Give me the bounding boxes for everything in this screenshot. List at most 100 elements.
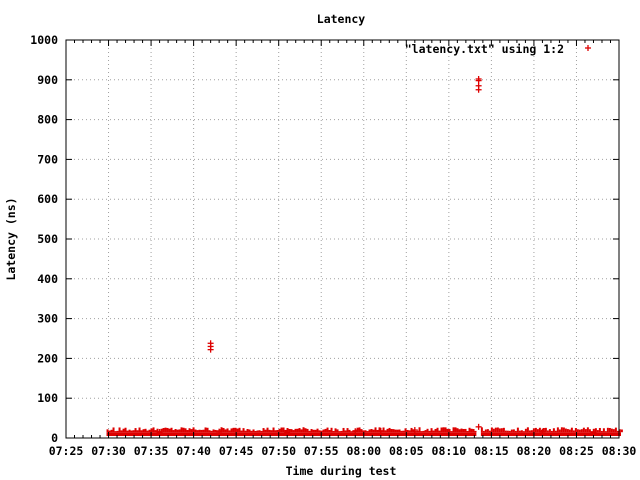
band-edge: [392, 429, 395, 433]
x-tick-label: 07:30: [91, 444, 126, 458]
band-edge: [336, 429, 339, 433]
band-edge: [400, 430, 403, 433]
band-edge: [186, 430, 189, 433]
band-edge: [238, 427, 241, 433]
band-edge: [494, 427, 497, 433]
y-tick-label: 400: [37, 272, 58, 286]
band-edge: [132, 430, 135, 433]
band-edge: [512, 429, 515, 433]
band-edge: [432, 430, 435, 433]
band-edge: [560, 427, 563, 433]
axis-ticks: 0 100 200 300 400 500 600 700 800 900 1000 07:25 07:…: [30, 33, 636, 458]
band-edge: [360, 429, 363, 433]
band-edge: [166, 427, 169, 433]
band-edge: [126, 430, 129, 433]
band-edge: [324, 428, 327, 433]
y-tick-label: 700: [37, 152, 58, 166]
band-edge: [326, 427, 329, 433]
band-edge: [206, 427, 209, 433]
band-edge: [600, 430, 603, 433]
band-edge: [364, 430, 367, 433]
band-edge: [310, 428, 313, 433]
band-edge: [240, 430, 243, 433]
band-edge: [246, 428, 249, 433]
band-edge: [320, 430, 323, 433]
band-edge: [188, 428, 191, 433]
legend-label: "latency.txt" using 1:2: [405, 42, 564, 56]
band-edge: [438, 430, 441, 433]
band-edge: [242, 428, 245, 433]
band-edge: [500, 428, 503, 433]
grid: [66, 40, 619, 438]
band-edge: [526, 427, 529, 433]
band-edge: [588, 429, 591, 433]
band-edge: [342, 427, 345, 433]
band-edge: [434, 428, 437, 433]
band-edge: [190, 429, 193, 433]
band-edge: [370, 428, 373, 433]
data-point: [475, 76, 482, 83]
y-tick-label: 100: [37, 391, 58, 405]
band-edge: [366, 431, 369, 433]
band-edge: [146, 430, 149, 433]
band-edge: [160, 428, 163, 433]
band-edge: [138, 427, 141, 433]
band-edge: [274, 430, 277, 433]
band-edge: [610, 428, 613, 433]
band-edge: [464, 428, 467, 433]
band-edge: [178, 429, 181, 433]
band-edge: [620, 429, 623, 433]
band-edge: [194, 429, 197, 433]
band-edge: [492, 428, 495, 433]
dense-point-bands: [106, 427, 623, 436]
band-edge: [482, 430, 485, 433]
band-edge: [144, 428, 147, 433]
band-edge: [124, 427, 127, 433]
band-edge: [516, 427, 519, 433]
band-edge: [450, 431, 453, 433]
band-edge: [448, 429, 451, 433]
band-edge: [418, 427, 421, 433]
band-edge: [210, 430, 213, 433]
band-edge: [524, 428, 527, 433]
data-point: [411, 427, 418, 434]
chart-title: Latency: [317, 12, 366, 26]
band-edge: [114, 431, 117, 433]
x-tick-label: 07:50: [261, 444, 296, 458]
band-edge: [468, 427, 471, 433]
band-edge: [250, 430, 253, 433]
band-edge: [170, 427, 173, 433]
y-tick-label: 900: [37, 73, 58, 87]
dense-band: [480, 432, 621, 436]
legend-plus-marker: [585, 45, 591, 51]
band-edge: [312, 429, 315, 433]
x-axis-label: Time during test: [286, 464, 397, 478]
band-edge: [430, 428, 433, 433]
band-edge: [544, 427, 547, 433]
band-edge: [272, 427, 275, 433]
band-edge: [262, 428, 265, 433]
band-edge: [306, 428, 309, 433]
band-edge: [244, 430, 247, 433]
band-edge: [536, 429, 539, 433]
band-edge: [396, 429, 399, 433]
band-edge: [584, 429, 587, 433]
band-edge: [510, 429, 513, 433]
band-edge: [412, 429, 415, 433]
data-point: [284, 429, 291, 436]
band-edge: [284, 429, 287, 433]
band-edge: [214, 429, 217, 433]
band-edge: [184, 428, 187, 433]
band-edge: [446, 428, 449, 433]
band-edge: [504, 430, 507, 433]
band-edge: [490, 427, 493, 433]
band-edge: [228, 430, 231, 433]
band-edge: [140, 430, 143, 433]
band-edge: [580, 429, 583, 433]
band-edge: [350, 431, 353, 433]
band-edge: [266, 427, 269, 433]
band-edge: [548, 429, 551, 433]
x-tick-label: 07:55: [304, 444, 339, 458]
band-edge: [106, 429, 109, 433]
